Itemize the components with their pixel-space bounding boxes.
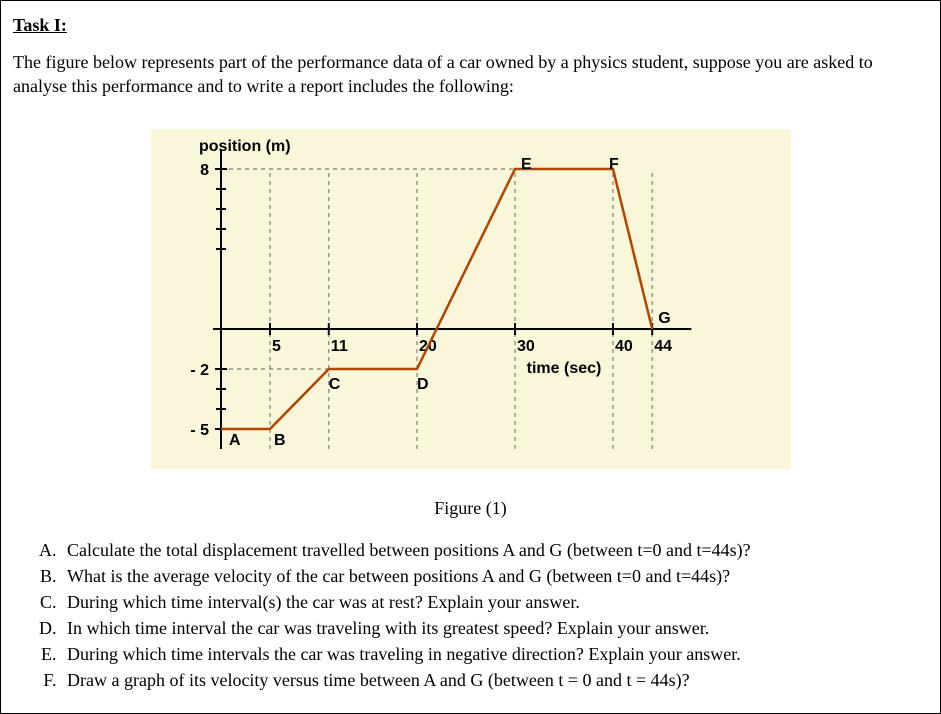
intro-paragraph: The figure below represents part of the … [13,50,928,99]
svg-text:44: 44 [654,338,672,355]
document-page: Task I: The figure below represents part… [0,0,941,714]
task-title: Task I: [13,15,928,36]
question-item: What is the average velocity of the car … [61,563,928,589]
svg-text:A: A [229,432,241,449]
svg-text:E: E [521,156,532,173]
svg-text:11: 11 [330,338,347,355]
svg-text:- 2: - 2 [190,362,209,379]
figure-caption: Figure (1) [13,498,928,519]
question-list: Calculate the total displacement travell… [13,537,928,694]
svg-text:F: F [609,156,619,173]
svg-text:position (m): position (m) [199,138,291,155]
svg-text:D: D [417,376,429,393]
question-item: In which time interval the car was trave… [61,615,928,641]
question-item: Calculate the total displacement travell… [61,537,928,563]
svg-text:8: 8 [200,162,209,179]
question-item: During which time interval(s) the car wa… [61,589,928,615]
question-item: Draw a graph of its velocity versus time… [61,667,928,693]
chart-box: position (m)8- 2- 551120304044time (sec)… [131,117,811,479]
svg-text:- 5: - 5 [190,422,209,439]
svg-text:30: 30 [517,338,535,355]
svg-text:5: 5 [272,338,281,355]
svg-text:B: B [274,432,286,449]
figure-container: position (m)8- 2- 551120304044time (sec)… [13,117,928,519]
svg-text:C: C [328,376,340,393]
svg-text:G: G [658,310,670,327]
svg-text:time (sec): time (sec) [526,360,601,377]
position-time-chart: position (m)8- 2- 551120304044time (sec)… [151,129,791,469]
question-item: During which time intervals the car was … [61,641,928,667]
svg-text:40: 40 [615,338,633,355]
